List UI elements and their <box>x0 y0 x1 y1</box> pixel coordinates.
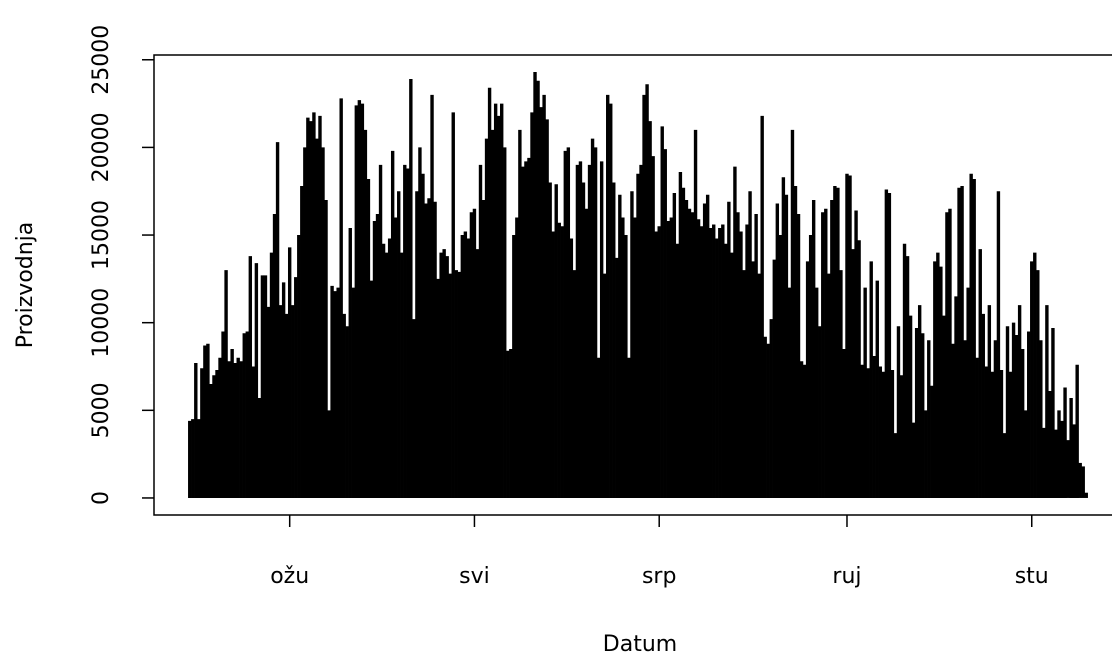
y-tick-label: 5000 <box>89 382 114 438</box>
x-tick-label: ožu <box>270 564 309 589</box>
y-axis-label: Proizvodnja <box>13 222 38 349</box>
x-tick-label: ruj <box>832 564 861 589</box>
y-tick-label: 0 <box>89 491 114 505</box>
y-tick-label: 25000 <box>89 25 114 95</box>
x-tick-label: srp <box>642 564 676 589</box>
x-tick-label: svi <box>459 564 490 589</box>
x-axis-label: Datum <box>603 632 677 657</box>
y-tick-label: 20000 <box>89 112 114 182</box>
y-tick-label: 10000 <box>89 288 114 358</box>
x-tick-label: stu <box>1015 564 1049 589</box>
plot-frame <box>153 54 1112 516</box>
y-tick-label: 15000 <box>89 200 114 270</box>
